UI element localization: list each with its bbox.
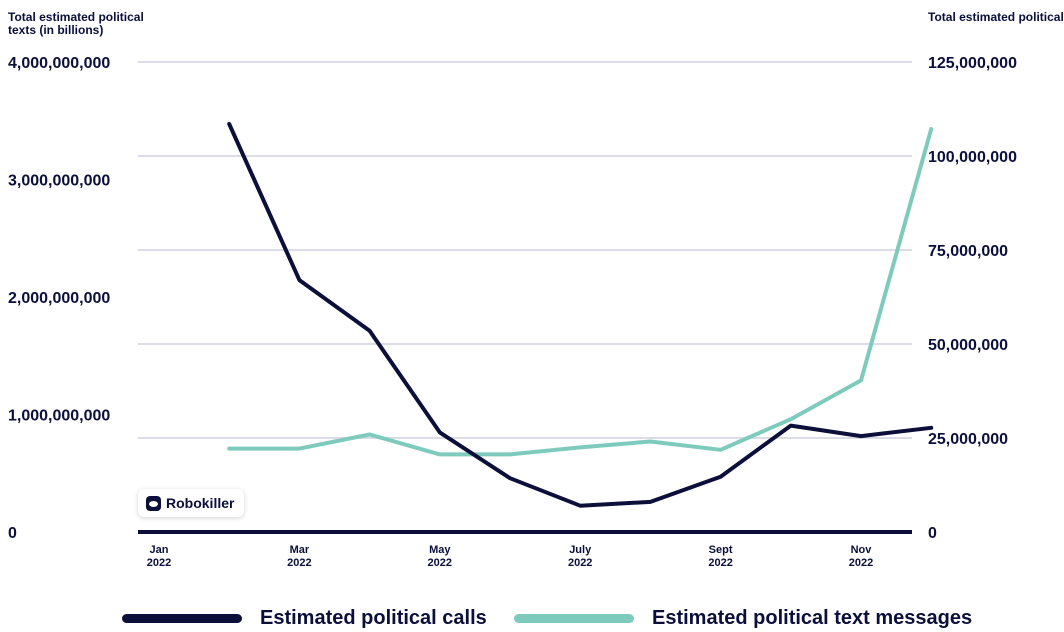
x-tick-label: Sept 2022 (708, 544, 732, 569)
legend-swatch-texts (514, 613, 634, 623)
x-tick-label: May 2022 (428, 544, 452, 569)
series-line-texts (227, 127, 934, 457)
right-tick-label: 100,000,000 (928, 149, 1017, 166)
legend-item-texts: Estimated political text messages (514, 604, 972, 632)
robokiller-logo-icon (146, 495, 161, 511)
left-tick-label: 1,000,000,000 (8, 408, 110, 425)
right-axis-title: Total estimated political calls (in mill… (928, 11, 1064, 24)
left-tick-label: 3,000,000,000 (8, 173, 110, 190)
right-tick-label: 0 (928, 525, 937, 542)
legend-item-calls: Estimated political calls (122, 604, 487, 632)
left-axis-title: Total estimated political texts (in bill… (8, 10, 144, 37)
right-tick-label: 75,000,000 (928, 243, 1008, 260)
series-line-calls (227, 122, 934, 508)
series-lines (227, 122, 934, 508)
legend-label-texts: Estimated political text messages (652, 606, 973, 629)
left-tick-label: 2,000,000,000 (8, 290, 110, 307)
legend-swatch-calls (122, 613, 242, 623)
robokiller-badge: Robokiller (138, 489, 245, 517)
left-axis-ticks: 0 1,000,000,000 2,000,000,000 3,000,000,000… (8, 55, 110, 542)
gridlines (138, 61, 912, 439)
right-axis-ticks: 0 25,000,000 50,000,000 75,000,000 100,000,0… (928, 55, 1017, 542)
x-tick-label: July 2022 (568, 544, 592, 569)
right-tick-label: 125,000,000 (928, 55, 1017, 72)
brand-name: Robokiller (166, 495, 235, 511)
x-tick-label: Mar 2022 (287, 544, 311, 569)
right-tick-label: 25,000,000 (928, 431, 1008, 448)
x-tick-label: Nov 2022 (849, 544, 873, 569)
legend-label-calls: Estimated political calls (260, 606, 487, 629)
x-axis-ticks: Jan 2022 Mar 2022 May 2022 July 2022 Sept 2022 Nov… (147, 544, 873, 569)
right-tick-label: 50,000,000 (928, 337, 1008, 354)
left-tick-label: 0 (8, 525, 17, 542)
left-tick-label: 4,000,000,000 (8, 55, 110, 72)
x-tick-label: Jan 2022 (147, 544, 171, 569)
